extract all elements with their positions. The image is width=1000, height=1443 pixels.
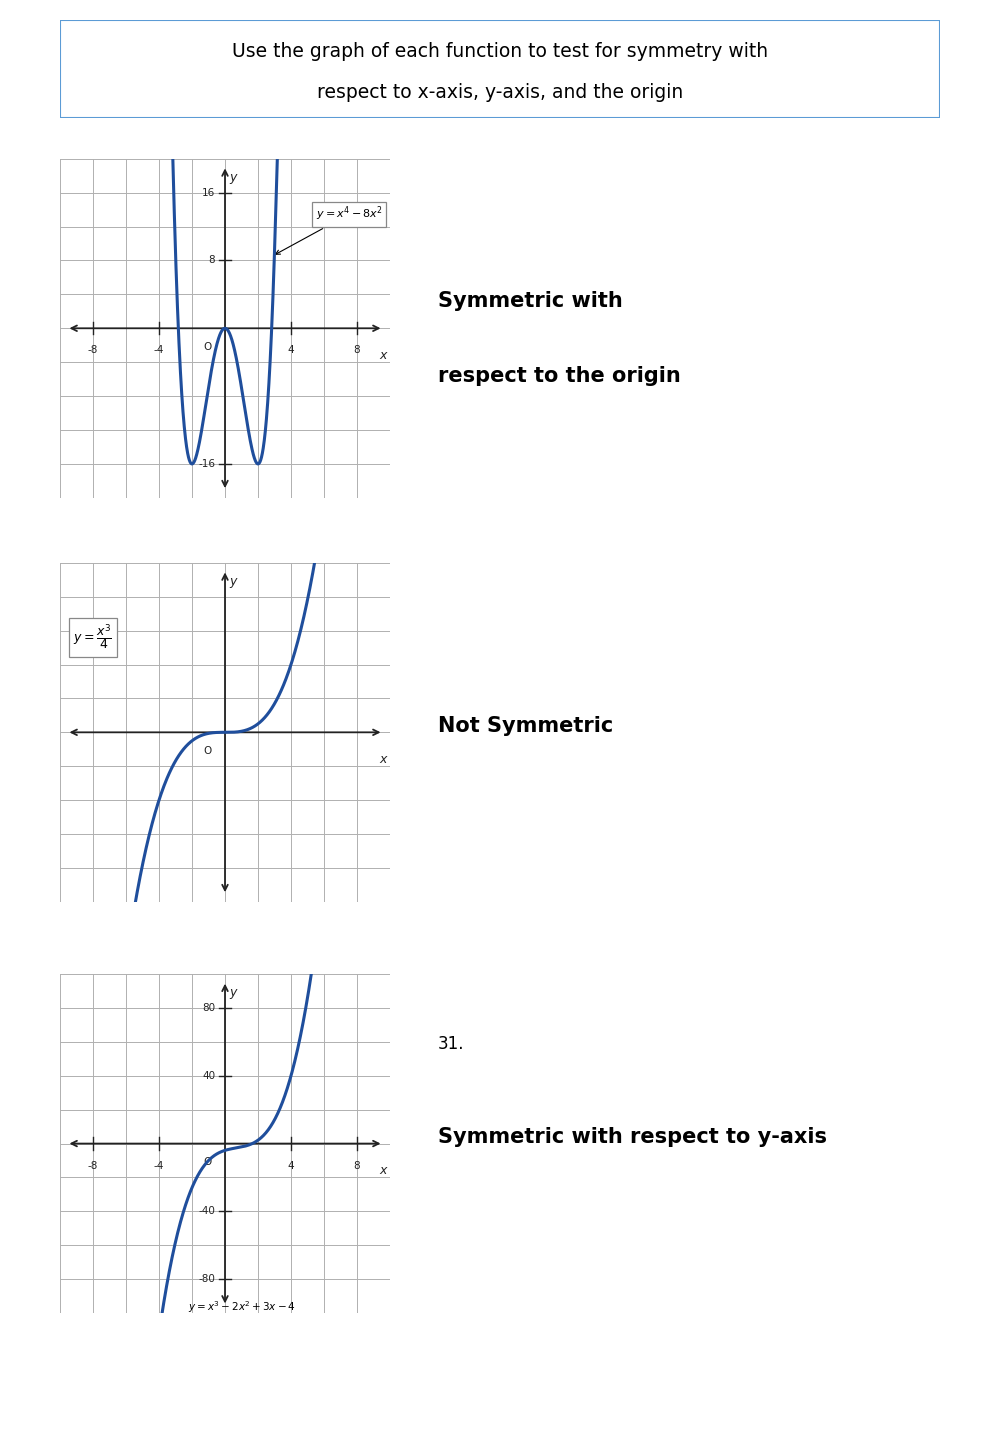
- FancyBboxPatch shape: [60, 20, 940, 118]
- Text: -40: -40: [198, 1206, 215, 1216]
- Text: 8: 8: [354, 1160, 360, 1170]
- Text: 8: 8: [354, 345, 360, 355]
- Text: -4: -4: [154, 345, 164, 355]
- Text: O: O: [204, 1157, 212, 1167]
- Text: 80: 80: [202, 1003, 215, 1013]
- Text: 31.: 31.: [438, 1035, 464, 1053]
- Text: -80: -80: [198, 1274, 215, 1284]
- Text: 8: 8: [208, 255, 215, 266]
- Text: x: x: [380, 349, 387, 362]
- Text: respect to x-axis, y-axis, and the origin: respect to x-axis, y-axis, and the origi…: [317, 84, 683, 102]
- Text: Symmetric with: Symmetric with: [438, 291, 622, 312]
- Text: -4: -4: [154, 1160, 164, 1170]
- Text: Not Symmetric: Not Symmetric: [438, 716, 613, 736]
- Text: y: y: [229, 170, 236, 183]
- Text: Symmetric with respect to y-axis: Symmetric with respect to y-axis: [438, 1127, 826, 1147]
- Text: $y = x^3 - 2x^2 + 3x - 4$: $y = x^3 - 2x^2 + 3x - 4$: [188, 1300, 295, 1316]
- Text: -16: -16: [198, 459, 215, 469]
- Text: -8: -8: [88, 345, 98, 355]
- Text: y: y: [229, 574, 236, 587]
- Text: $y = \dfrac{x^3}{4}$: $y = \dfrac{x^3}{4}$: [73, 622, 112, 652]
- Text: Use the graph of each function to test for symmetry with: Use the graph of each function to test f…: [232, 42, 768, 61]
- Text: -8: -8: [88, 1160, 98, 1170]
- Text: respect to the origin: respect to the origin: [438, 365, 680, 385]
- Text: $y=x^4-8x^2$: $y=x^4-8x^2$: [276, 205, 383, 254]
- Text: 4: 4: [288, 1160, 294, 1170]
- Text: 4: 4: [288, 345, 294, 355]
- Text: O: O: [204, 342, 212, 352]
- Text: x: x: [380, 753, 387, 766]
- Text: y: y: [229, 986, 236, 999]
- Text: O: O: [204, 746, 212, 756]
- Text: 40: 40: [202, 1071, 215, 1081]
- Text: x: x: [380, 1165, 387, 1177]
- Text: 16: 16: [202, 188, 215, 198]
